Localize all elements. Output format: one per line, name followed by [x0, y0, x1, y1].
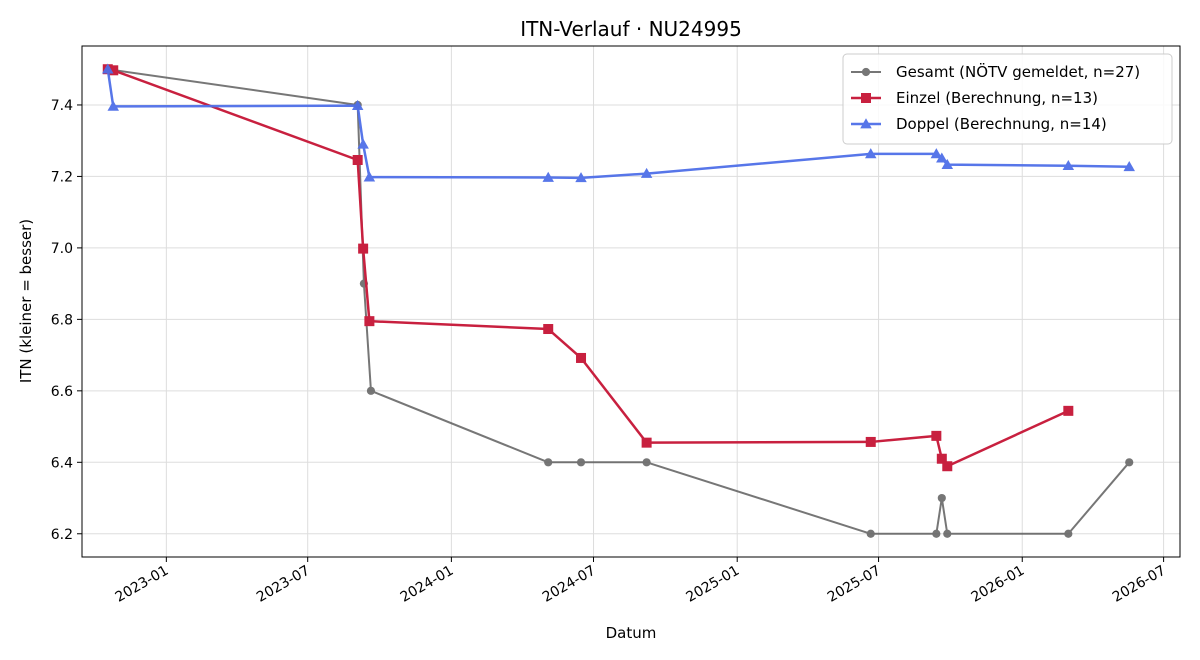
data-point — [936, 152, 948, 163]
y-tick-label: 6.4 — [51, 455, 73, 471]
series-layer — [102, 63, 1135, 538]
data-point — [864, 148, 877, 159]
series-triangle — [102, 63, 1135, 183]
data-point — [642, 458, 651, 467]
legend-marker — [860, 118, 872, 129]
y-axis-label: ITN (kleiner = besser) — [17, 219, 35, 383]
legend-item — [851, 118, 881, 129]
y-tick-label: 6.6 — [51, 384, 73, 400]
y-tick-label: 7.4 — [51, 98, 73, 114]
plot-frame — [81, 45, 1181, 558]
y-tick-label: 7.2 — [51, 169, 73, 185]
data-point — [942, 461, 953, 472]
data-point — [1062, 159, 1075, 171]
data-point — [932, 529, 941, 538]
data-point — [576, 352, 587, 363]
legend-marker — [861, 67, 871, 77]
data-point — [576, 458, 586, 467]
legend-item — [851, 93, 881, 103]
data-point — [865, 436, 876, 447]
legend: Gesamt (NÖTV gemeldet, n=27) Einzel (Bere… — [842, 53, 1173, 145]
data-point — [575, 172, 587, 183]
legend-box — [842, 53, 1173, 145]
x-axis-label: Datum — [606, 624, 657, 642]
data-point — [358, 243, 369, 254]
data-point — [102, 63, 114, 74]
y-axis: 6.2 6.4 6.6 6.8 7.0 7.2 7.4 — [51, 98, 82, 543]
data-point — [937, 493, 946, 503]
data-point — [930, 148, 943, 159]
legend-item — [851, 67, 881, 77]
data-point — [1123, 161, 1135, 172]
data-point — [936, 453, 947, 464]
data-point — [943, 529, 952, 538]
chart-title: ITN-Verlauf · NU24995 — [520, 17, 742, 41]
y-tick-label: 6.2 — [51, 527, 73, 543]
data-point — [357, 138, 369, 149]
data-point — [107, 100, 119, 111]
data-point — [931, 430, 942, 441]
data-point — [866, 529, 875, 538]
data-point — [542, 171, 554, 182]
data-point — [352, 154, 363, 165]
y-tick-label: 7.0 — [51, 241, 73, 257]
data-point — [640, 167, 653, 178]
data-point — [1125, 458, 1134, 467]
data-point — [351, 99, 364, 110]
data-point — [941, 158, 954, 169]
data-point — [363, 171, 376, 182]
legend-marker — [861, 93, 871, 103]
y-tick-label: 6.8 — [51, 312, 73, 328]
data-point — [543, 324, 554, 335]
series-square — [102, 64, 1074, 472]
data-point — [1064, 529, 1073, 538]
legend-label: Einzel (Berechnung, n=13) — [896, 89, 1098, 107]
data-point — [364, 316, 375, 327]
data-point — [641, 437, 652, 448]
data-point — [1063, 405, 1074, 416]
data-point — [108, 65, 119, 76]
series-circle — [103, 65, 1134, 538]
data-point — [366, 386, 376, 395]
legend-label: Doppel (Berechnung, n=14) — [896, 115, 1107, 133]
data-point — [544, 458, 553, 467]
legend-label: Gesamt (NÖTV gemeldet, n=27) — [896, 62, 1140, 81]
